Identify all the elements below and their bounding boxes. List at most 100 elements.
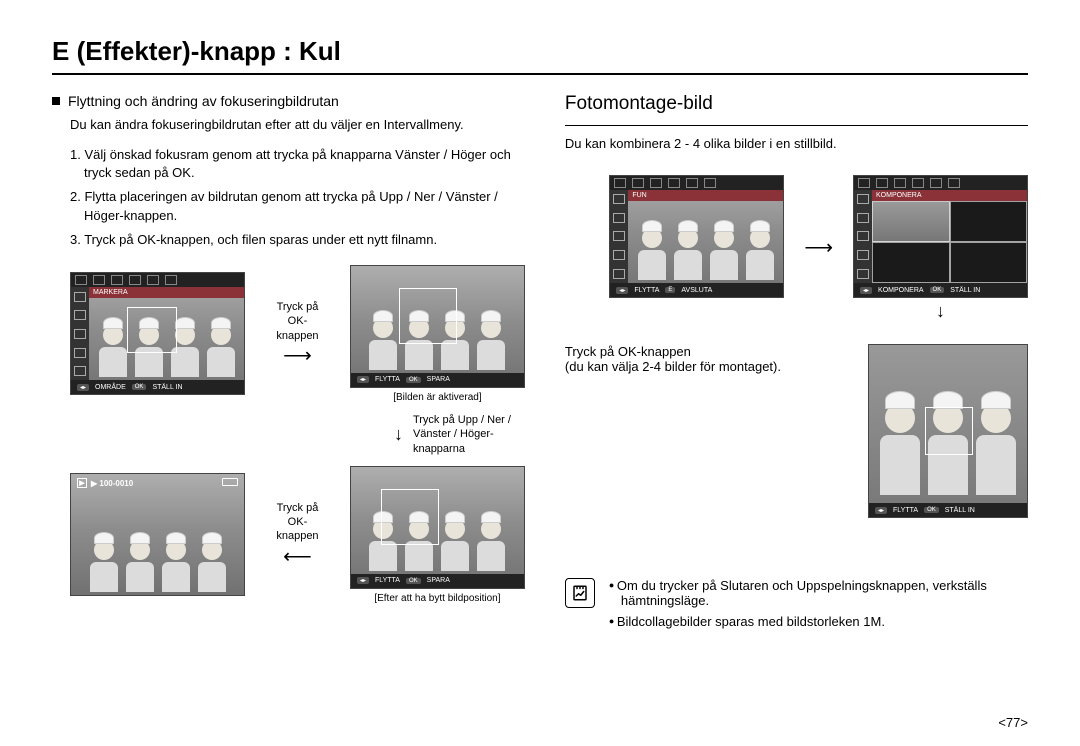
sidebar-icon	[857, 231, 869, 241]
right-hr	[565, 125, 1028, 126]
screenB-topbar	[854, 176, 1027, 190]
screenA-people	[628, 201, 783, 283]
arrow-left-icon: ⟵	[283, 544, 312, 569]
sidebar-icon	[74, 348, 86, 358]
botbar-text: FLYTTA	[634, 287, 659, 294]
camera-screen-B: KOMPONERA ◂▸	[853, 175, 1028, 298]
note-box: Om du trycker på Slutaren och Uppspelnin…	[565, 578, 1028, 635]
botbar-text: AVSLUTA	[681, 287, 712, 294]
topbar-icon	[668, 178, 680, 188]
grid-cell-empty	[950, 201, 1028, 242]
right-flow-row: FUN ◂▸	[565, 175, 1028, 320]
camera-screen-C: ◂▸ FLYTTA OK STÄLL IN	[868, 344, 1028, 518]
topbar-icon	[704, 178, 716, 188]
grid-cell-empty	[872, 242, 950, 283]
botbar-key: OK	[930, 287, 945, 293]
figure-row-1: MARKERA	[70, 265, 525, 403]
screenA-botbar: ◂▸ FLYTTA E AVSLUTA	[610, 283, 783, 297]
topbar-icon	[632, 178, 644, 188]
screenB-botbar: ◂▸ KOMPONERA OK STÄLL IN	[854, 283, 1027, 297]
botbar-key: OK	[406, 578, 421, 584]
botbar-key: OK	[924, 507, 939, 513]
caption-3: [Efter att ha bytt bildposition]	[350, 593, 525, 604]
arrow-down-label: Tryck på Upp / Ner / Vänster / Höger-kna…	[413, 413, 523, 456]
screen2-botbar: ◂▸ FLYTTA OK SPARA	[351, 373, 524, 387]
screenB-label-strip: KOMPONERA	[872, 190, 1027, 201]
fig-screen1-wrap: MARKERA	[70, 272, 245, 395]
bullet-square-icon	[52, 97, 60, 105]
sidebar-icon	[613, 231, 625, 241]
focus-frame	[127, 307, 177, 353]
screen1-sidebar	[71, 287, 89, 380]
step2-line2: (du kan välja 2-4 bilder för montaget).	[565, 359, 850, 374]
left-column: Flyttning och ändring av fokuseringbildr…	[52, 93, 525, 635]
step-1: 1. Välj önskad fokusram genom att trycka…	[70, 146, 525, 182]
screenA-sidebar	[610, 190, 628, 283]
arrow-down-icon: ↓	[394, 425, 403, 443]
screenA-label-strip: FUN	[628, 190, 783, 201]
sidebar-icon	[74, 292, 86, 302]
topbar-icon	[894, 178, 906, 188]
sidebar-icon	[74, 366, 86, 376]
screen4-people	[71, 474, 244, 595]
caption-2: [Bilden är aktiverad]	[350, 392, 525, 403]
topbar-icon	[129, 275, 141, 285]
left-desc: Du kan ändra fokuseringbildrutan efter a…	[70, 117, 525, 132]
sidebar-icon	[74, 310, 86, 320]
note-item: Bildcollagebilder sparas med bildstorlek…	[609, 614, 1028, 629]
topbar-icon	[930, 178, 942, 188]
sidebar-icon	[74, 329, 86, 339]
fig-screen4-wrap: ▶ ▶ 100-0010	[70, 473, 245, 596]
topbar-icon	[912, 178, 924, 188]
botbar-text: FLYTTA	[375, 577, 400, 584]
left-sub-heading-text: Flyttning och ändring av fokuseringbildr…	[68, 93, 339, 109]
figure-row-2: ▶ ▶ 100-0010 Tryck på OK-knappen ⟵	[70, 466, 525, 604]
botbar-key: ◂▸	[875, 507, 887, 514]
botbar-text: SPARA	[427, 376, 450, 383]
topbar-icon	[650, 178, 662, 188]
arrow2-label: Tryck på OK-knappen	[267, 501, 328, 544]
left-sub-heading: Flyttning och ändring av fokuseringbildr…	[52, 93, 525, 109]
camera-screen-4: ▶ ▶ 100-0010	[70, 473, 245, 596]
arrow-right-icon: ⟶	[283, 343, 312, 368]
topbar-icon	[948, 178, 960, 188]
botbar-key: ◂▸	[77, 384, 89, 391]
arrow1-label: Tryck på OK-knappen	[267, 300, 328, 343]
step2-line1: Tryck på OK-knappen	[565, 344, 850, 359]
camera-screen-1: MARKERA	[70, 272, 245, 395]
topbar-icon	[75, 275, 87, 285]
note-list: Om du trycker på Slutaren och Uppspelnin…	[609, 578, 1028, 635]
botbar-key: ◂▸	[357, 577, 369, 584]
botbar-text: STÄLL IN	[945, 507, 975, 514]
sidebar-icon	[857, 213, 869, 223]
arrow-down-group: ↓ Tryck på Upp / Ner / Vänster / Höger-k…	[392, 413, 525, 456]
left-steps: 1. Välj önskad fokusram genom att trycka…	[70, 146, 525, 249]
topbar-icon	[147, 275, 159, 285]
fig-screen2-wrap: ◂▸ FLYTTA OK SPARA [Bilden är aktiverad]	[350, 265, 525, 403]
botbar-text: STÄLL IN	[152, 384, 182, 391]
sidebar-icon	[613, 213, 625, 223]
note-item: Om du trycker på Slutaren och Uppspelnin…	[609, 578, 1028, 608]
grid-cell	[872, 201, 950, 242]
fig-screenC-wrap: ◂▸ FLYTTA OK STÄLL IN	[868, 344, 1028, 518]
grid-cell-empty	[950, 242, 1028, 283]
sidebar-icon	[613, 269, 625, 279]
topbar-icon	[165, 275, 177, 285]
screen3-botbar: ◂▸ FLYTTA OK SPARA	[351, 574, 524, 588]
right-desc: Du kan kombinera 2 - 4 olika bilder i en…	[565, 136, 1028, 151]
botbar-key: ◂▸	[616, 287, 628, 294]
right-column: Fotomontage-bild Du kan kombinera 2 - 4 …	[565, 93, 1028, 635]
arrow-down-icon: ↓	[936, 302, 945, 320]
screenC-botbar: ◂▸ FLYTTA OK STÄLL IN	[869, 503, 1027, 517]
right-section-title: Fotomontage-bild	[565, 93, 1028, 115]
right-step2-text: Tryck på OK-knappen (du kan välja 2-4 bi…	[565, 344, 850, 374]
topbar-icon	[876, 178, 888, 188]
step-2: 2. Flytta placeringen av bildrutan genom…	[70, 188, 525, 224]
screen1-botbar: ◂▸ OMRÅDE OK STÄLL IN	[71, 380, 244, 394]
topbar-icon	[858, 178, 870, 188]
screenB-sidebar	[854, 190, 872, 283]
screen1-topbar	[71, 273, 244, 287]
fig-screenA-wrap: FUN ◂▸	[609, 175, 784, 298]
botbar-text: FLYTTA	[375, 376, 400, 383]
camera-screen-2: ◂▸ FLYTTA OK SPARA	[350, 265, 525, 388]
